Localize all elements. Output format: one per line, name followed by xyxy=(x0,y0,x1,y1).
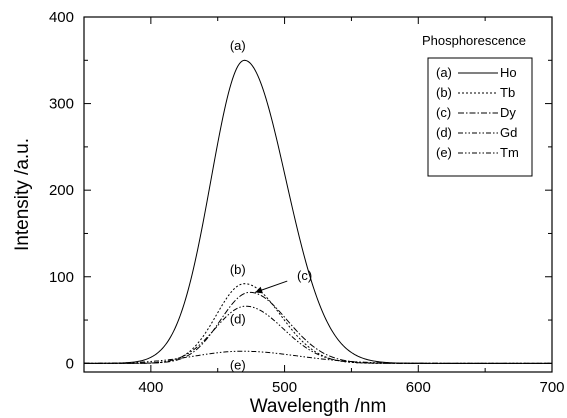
legend-tag: (e) xyxy=(436,145,452,160)
legend-entry-label: Dy xyxy=(500,105,516,120)
x-tick-label: 600 xyxy=(406,379,431,396)
y-tick-label: 400 xyxy=(49,9,74,26)
y-axis-title: Intensity /a.u. xyxy=(12,138,33,251)
ticks: 400 500 600 700 0 100 200 300 400 xyxy=(49,9,565,396)
legend-tag: (c) xyxy=(436,105,451,120)
legend-tag: (a) xyxy=(436,65,452,80)
legend-box xyxy=(427,57,533,177)
series-line-gd xyxy=(84,305,552,364)
plot-border xyxy=(83,16,553,373)
series-line-dy xyxy=(84,291,552,364)
arrow-head xyxy=(255,286,263,294)
plot-frame xyxy=(83,16,553,373)
y-tick-label: 200 xyxy=(49,182,74,199)
curve-label: (b) xyxy=(230,262,246,277)
x-tick-label: 700 xyxy=(539,379,564,396)
legend-entry-label: Tb xyxy=(500,85,515,100)
y-tick-label: 0 xyxy=(66,355,74,372)
series-line-ho xyxy=(84,59,552,364)
curve-label: (c) xyxy=(297,268,312,283)
y-tick-label: 300 xyxy=(49,96,74,113)
series-line-tb xyxy=(84,283,552,364)
curve-label: (e) xyxy=(230,357,246,372)
series-line-tm xyxy=(84,350,552,364)
y-tick-label: 100 xyxy=(49,269,74,286)
curve-label: (d) xyxy=(230,312,246,327)
legend: Phosphorescence (a) Ho (b) Tb (c) Dy (d) Gd (e) Tm xyxy=(422,33,533,177)
legend-title: Phosphorescence xyxy=(422,33,526,48)
legend-entry-label: Ho xyxy=(500,65,517,80)
legend-entry-label: Gd xyxy=(500,125,517,140)
x-tick-label: 400 xyxy=(138,379,163,396)
legend-entry-label: Tm xyxy=(500,145,519,160)
annotations: (a) (b) (c) (d) (e) xyxy=(230,38,312,372)
x-axis-title: Wavelength /nm xyxy=(250,396,387,417)
x-tick-label: 500 xyxy=(272,379,297,396)
series-group xyxy=(84,59,552,364)
legend-tag: (b) xyxy=(436,85,452,100)
curve-label: (a) xyxy=(230,38,246,53)
legend-tag: (d) xyxy=(436,125,452,140)
